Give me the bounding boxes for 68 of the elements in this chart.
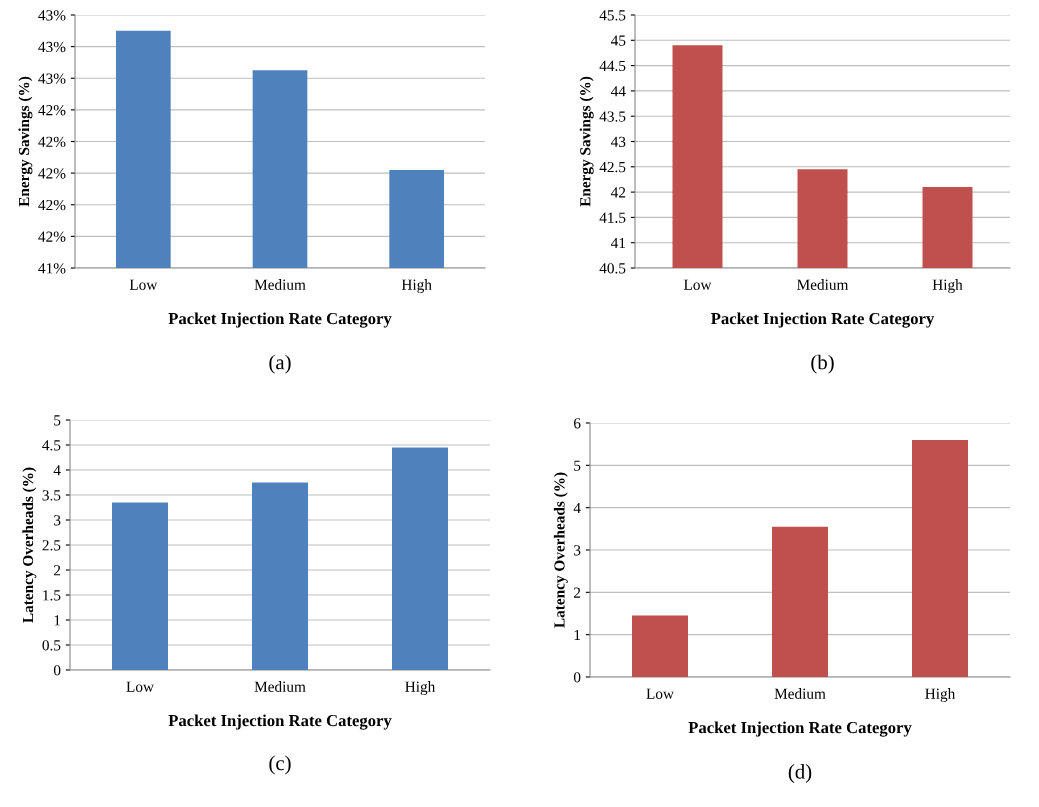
x-tick-label: Medium [797,279,849,290]
text: (a) [269,354,291,374]
y-tick-label: 4.5 [42,440,61,451]
x-tick-label: Low [126,681,154,692]
bar [912,439,968,677]
bar [252,482,308,670]
x-tick-label: Low [683,279,712,290]
y-tick-label: 41.5 [599,212,626,223]
x-axis-title: Packet Injection Rate Category [711,312,935,328]
y-tick-label: 2.5 [42,540,61,551]
y-tick-label: 43% [38,41,66,53]
x-tick-label: High [405,681,436,696]
y-tick-label: 42% [38,136,66,147]
y-tick-label: 42% [38,105,66,116]
y-tick-label: 42% [38,199,66,211]
y-tick-label: 4 [573,502,581,513]
y-tick-label: 3 [574,545,581,556]
y-axis-title: Latency Overheads (%) [553,472,568,628]
y-tick-label: 42% [38,168,66,179]
y-axis-title: Energy Savings (%) [18,76,33,207]
text: (c) [269,755,291,775]
x-tick-label: Low [129,279,158,290]
y-tick-label: 2 [574,587,581,598]
text: (d) [788,764,812,783]
y-tick-label: 1.5 [43,590,61,601]
y-tick-label: 44 [610,86,626,97]
y-tick-label: 3 [54,515,61,526]
y-tick-label: 5 [54,415,61,426]
x-tick-label: Medium [774,688,826,699]
y-tick-label: 45.5 [599,10,626,21]
x-axis-title: Packet Injection Rate Category [168,714,392,730]
y-tick-label: 42.5 [599,161,626,173]
y-tick-label: 43% [38,10,66,21]
y-tick-label: 42 [610,187,626,198]
y-tick-label: 5 [574,460,581,471]
text: (b) [811,354,834,374]
bar [112,502,168,670]
y-tick-label: 45 [610,35,626,46]
x-tick-label: Medium [254,681,306,692]
y-tick-label: 2 [54,565,61,576]
x-tick-label: Low [646,688,674,699]
bar [772,526,828,677]
y-tick-label: 3.5 [42,490,61,501]
x-tick-label: High [925,688,956,703]
y-axis-title: Latency Overheads (%) [22,467,37,623]
y-tick-label: 1 [54,615,61,626]
x-tick-label: Medium [254,279,306,290]
y-tick-label: 43% [38,73,66,84]
y-tick-label: 6 [573,418,581,429]
y-tick-label: 43 [610,136,626,147]
y-tick-label: 40.5 [599,263,626,274]
y-tick-label: 41% [38,263,66,274]
x-axis-title: Packet Injection Rate Category [688,721,912,737]
y-tick-label: 44.5 [599,60,626,72]
y-tick-label: 43.5 [599,111,626,122]
x-tick-label: High [932,279,963,294]
y-tick-label: 0 [53,665,61,676]
x-axis-title: Packet Injection Rate Category [168,312,392,328]
y-tick-label: 42% [38,231,66,242]
y-tick-label: 4 [53,465,61,476]
y-axis-title: Energy Savings (%) [579,76,594,207]
bar [392,447,448,670]
y-tick-label: 1 [574,629,581,640]
y-tick-label: 0 [573,672,581,683]
y-tick-label: 41 [610,237,626,248]
bar [632,615,688,677]
y-tick-label: 0.5 [42,640,61,651]
x-tick-label: High [401,279,432,294]
